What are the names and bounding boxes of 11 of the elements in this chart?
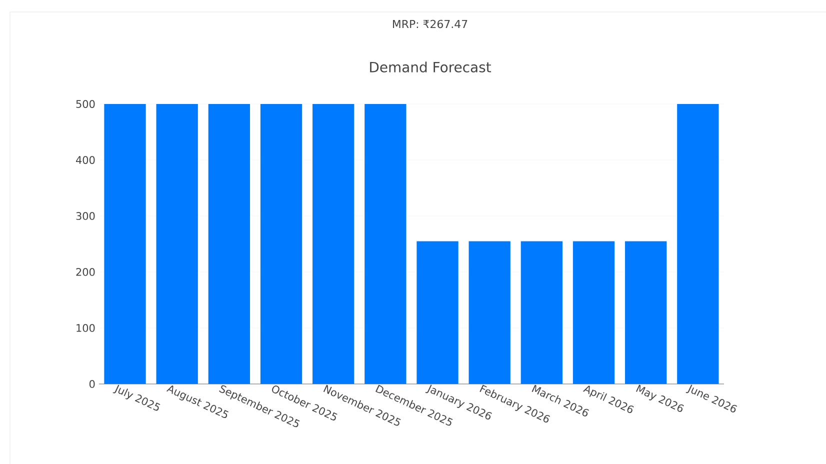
x-tick-label: June 2026 bbox=[686, 384, 738, 412]
chart-subtitle: MRP: ₹267.47 bbox=[392, 20, 468, 28]
y-tick-label: 0 bbox=[89, 380, 95, 388]
chart-title: Demand Forecast bbox=[370, 62, 491, 72]
y-tick-label: 400 bbox=[76, 156, 95, 164]
x-tick-label: May 2026 bbox=[636, 384, 684, 412]
y-tick-label: 300 bbox=[76, 212, 95, 220]
y-tick-label: 200 bbox=[76, 268, 95, 276]
y-tick-label: 100 bbox=[76, 324, 95, 332]
x-tick-label: July 2025 bbox=[112, 384, 160, 411]
y-tick-label: 500 bbox=[76, 100, 95, 108]
